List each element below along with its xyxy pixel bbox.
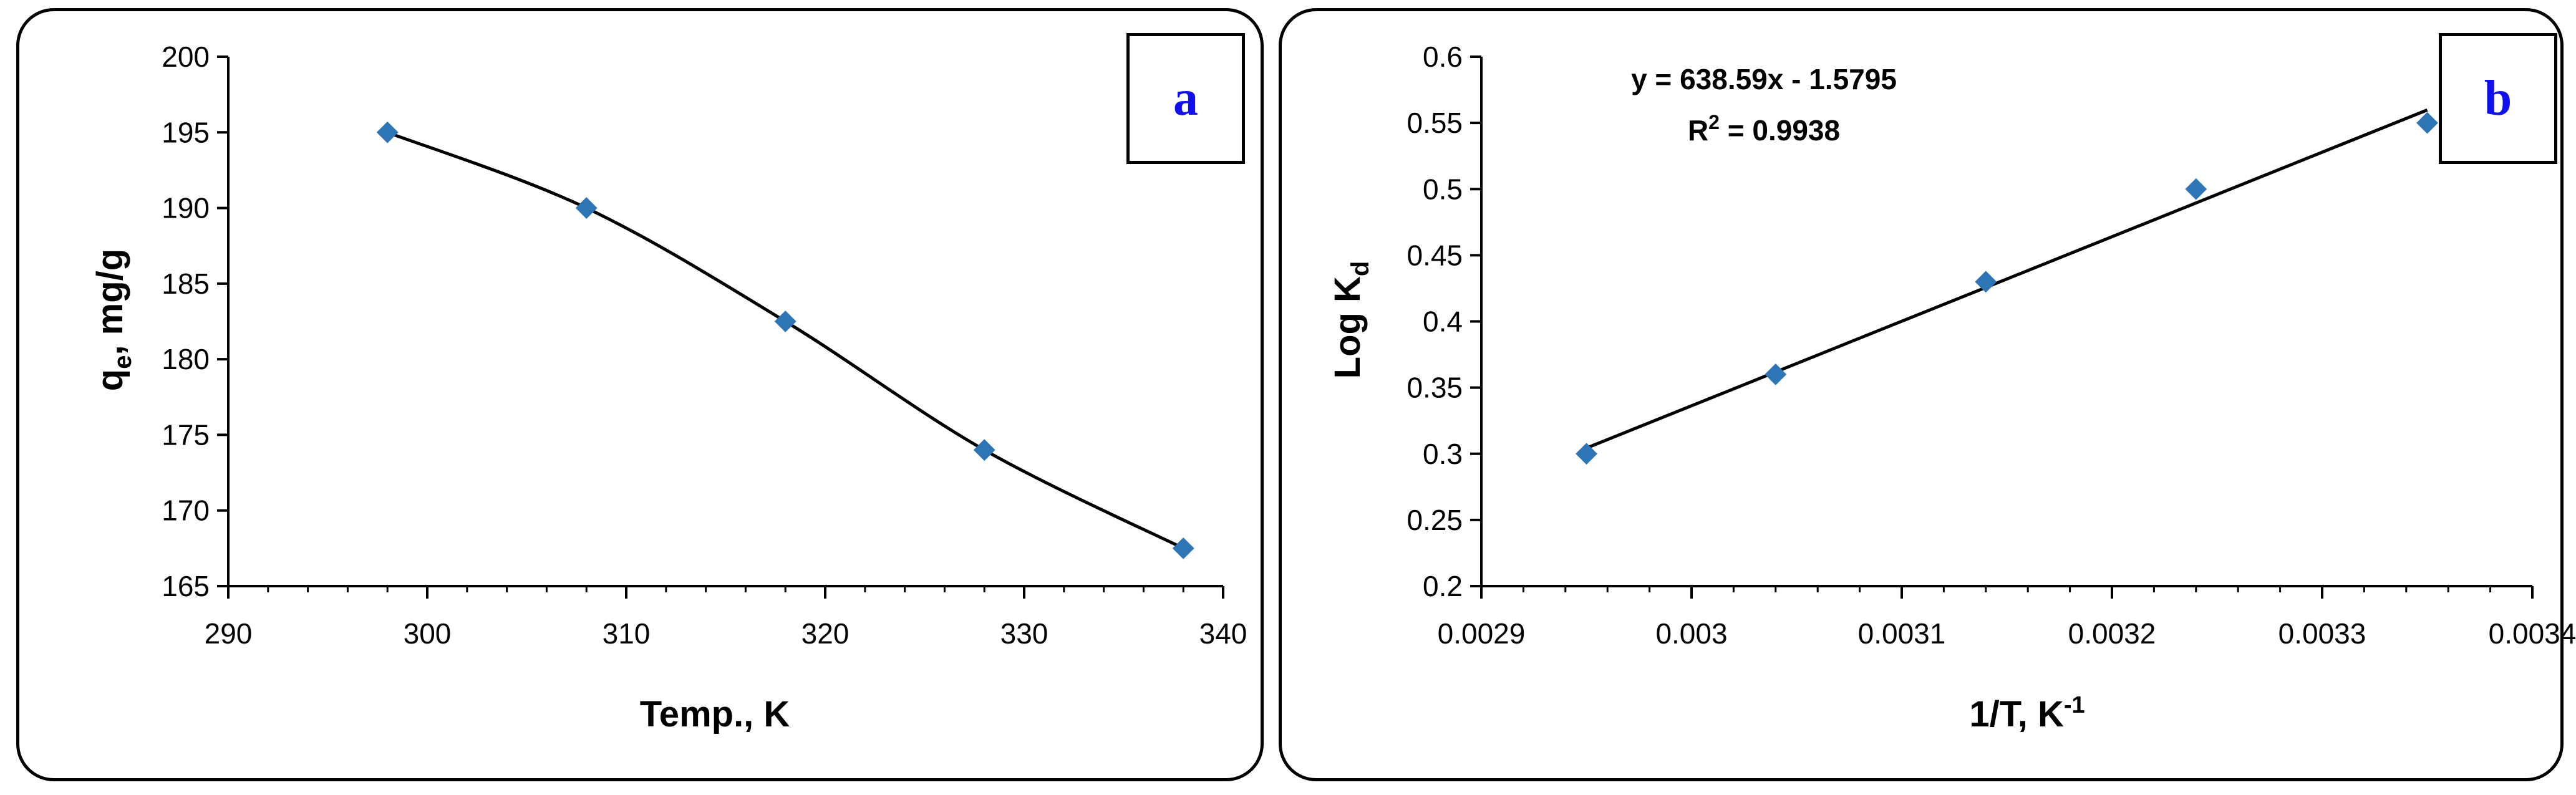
chart-a-x-axis-title: Temp., K xyxy=(640,694,790,735)
chart-a-x-tick-label: 300 xyxy=(404,617,452,650)
chart-a-data-point xyxy=(774,311,797,332)
chart-a-y-tick-label: 175 xyxy=(162,418,210,451)
chart-b-x-tick-label: 0.0032 xyxy=(2068,617,2156,650)
chart-b-y-tick-label: 0.4 xyxy=(1423,306,1463,338)
chart-a-data-point xyxy=(1172,537,1194,559)
chart-a-data-point xyxy=(376,121,399,143)
chart-a-panel-label-text: a xyxy=(1173,70,1198,126)
chart-b-data-point xyxy=(2185,178,2207,200)
chart-a-y-tick-label: 200 xyxy=(162,41,210,73)
chart-b-x-axis-title: 1/T, K-1 xyxy=(1969,692,2085,735)
chart-b-trendline xyxy=(1586,108,2428,450)
chart-a-x-tick-label: 330 xyxy=(1000,617,1048,650)
chart-b-y-tick-label: 0.35 xyxy=(1407,372,1463,404)
chart-b-y-axis-title: Log Kd xyxy=(1327,261,1374,379)
chart-a-y-tick-label: 180 xyxy=(162,343,210,375)
chart-a-data-point xyxy=(575,197,598,219)
chart-b-x-tick-label: 0.003 xyxy=(1655,617,1727,650)
chart-b-panel-label: b xyxy=(2439,33,2557,164)
chart-b-plot: 0.2 0.25 0.3 0.35 0.4 0.45 0.5 0.55 0.6 0.0029 0.0… xyxy=(1327,41,2576,735)
chart-b-data-point xyxy=(2416,112,2438,134)
panel-b: 0.2 0.25 0.3 0.35 0.4 0.45 0.5 0.55 0.6 0.0029 0.0… xyxy=(1279,8,2576,781)
chart-b-panel-label-text: b xyxy=(2484,70,2512,126)
chart-a-panel-label: a xyxy=(1126,33,1245,164)
chart-a-data-point xyxy=(973,439,995,461)
chart-b-data-point xyxy=(1975,271,1997,293)
chart-b-y-tick-label: 0.2 xyxy=(1423,570,1463,602)
panel-a: 165 170 175 180 185 190 195 200 290 300 310 320 330 3… xyxy=(16,8,1264,781)
chart-b-y-tick-label: 0.5 xyxy=(1423,173,1463,205)
chart-b-data-point xyxy=(1576,443,1597,465)
chart-a-y-tick-label: 185 xyxy=(162,267,210,300)
chart-a-x-tick-label: 310 xyxy=(603,617,651,650)
chart-b-data-point xyxy=(1765,363,1787,385)
chart-b-y-tick-label: 0.45 xyxy=(1407,239,1463,271)
chart-b-y-tick-label: 0.25 xyxy=(1407,504,1463,536)
chart-b-x-tick-label: 0.0029 xyxy=(1438,617,1526,650)
chart-a-y-axis-title: qe, mg/g xyxy=(90,249,137,391)
chart-b-r-squared: R2 = 0.9938 xyxy=(1688,111,1840,147)
chart-a-y-tick-label: 195 xyxy=(162,116,210,148)
chart-b-x-tick-label: 0.0034 xyxy=(2489,617,2576,650)
chart-a-x-tick-label: 340 xyxy=(1199,617,1247,650)
chart-a-y-tick-label: 165 xyxy=(162,570,210,602)
chart-a-y-tick-label: 170 xyxy=(162,494,210,527)
chart-a-x-tick-label: 320 xyxy=(801,617,850,650)
chart-b-y-tick-label: 0.3 xyxy=(1423,438,1463,470)
chart-a-plot: 165 170 175 180 185 190 195 200 290 300 310 320 330 3… xyxy=(90,41,1247,735)
chart-b-y-tick-label: 0.6 xyxy=(1423,41,1463,73)
chart-a-x-tick-label: 290 xyxy=(205,617,253,650)
chart-a-y-tick-label: 190 xyxy=(162,192,210,224)
chart-b-equation: y = 638.59x - 1.5795 xyxy=(1631,63,1897,95)
chart-b-y-tick-label: 0.55 xyxy=(1407,107,1463,139)
chart-b-x-tick-label: 0.0033 xyxy=(2278,617,2366,650)
chart-b-x-tick-label: 0.0031 xyxy=(1858,617,1946,650)
chart-a-fitted-curve xyxy=(387,130,1184,550)
